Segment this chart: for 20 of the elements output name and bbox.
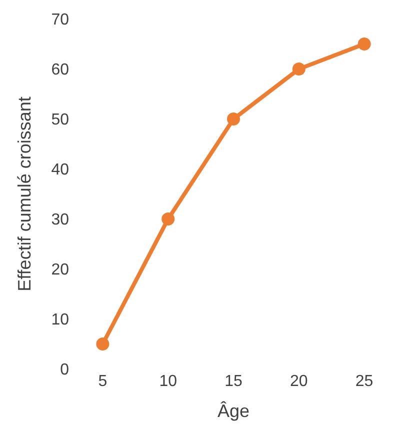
- y-tick-label: 20: [51, 262, 70, 279]
- y-tick-label: 10: [51, 312, 70, 329]
- x-tick-label: 20: [290, 373, 308, 390]
- y-tick-label: 30: [51, 212, 70, 229]
- y-tick-label: 50: [51, 112, 70, 129]
- point: [96, 338, 110, 350]
- y-tick-label: 70: [51, 12, 70, 29]
- x-tick-label: 15: [224, 373, 242, 390]
- point: [358, 38, 371, 50]
- y-tick-label: 40: [51, 162, 70, 179]
- point: [227, 112, 240, 126]
- x-tick-label: 10: [159, 373, 178, 390]
- point: [162, 212, 175, 226]
- y-tick-label: 60: [51, 62, 70, 79]
- x-axis-title: Âge: [217, 401, 250, 422]
- x-tick-label: 5: [98, 373, 108, 390]
- y-axis-title: Effectif cumulé croissant: [14, 96, 34, 292]
- point: [292, 62, 306, 76]
- x-tick-label: 25: [355, 373, 374, 390]
- y-tick-label: 0: [60, 362, 70, 379]
